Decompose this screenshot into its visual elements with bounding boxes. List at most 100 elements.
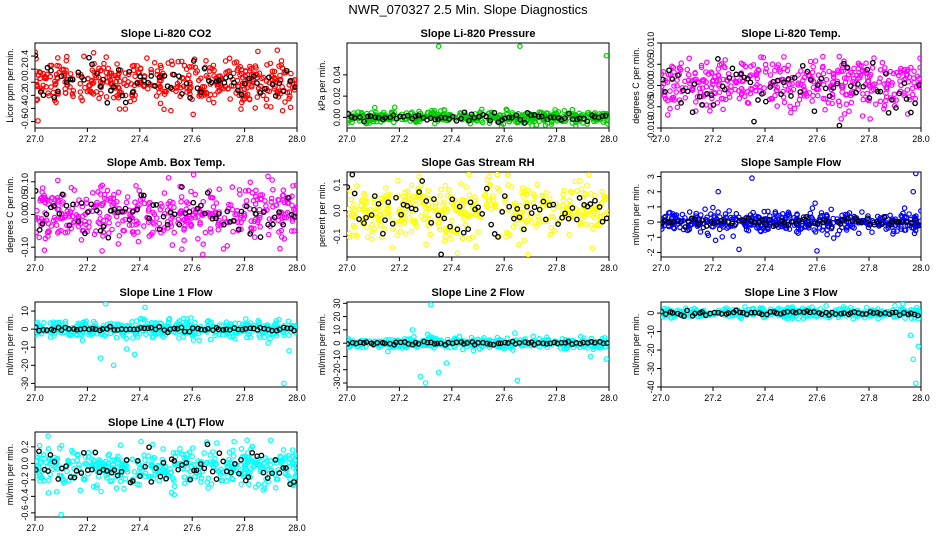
- selected-point: [220, 221, 227, 228]
- x-tick-label: 27.2: [79, 393, 97, 403]
- data-point: [281, 332, 287, 339]
- y-tick-label: 0.2: [20, 441, 30, 454]
- y-tick-label: 0.00: [332, 109, 342, 127]
- selected-point: [689, 109, 696, 116]
- selected-point: [230, 218, 237, 224]
- data-point: [880, 106, 887, 112]
- data-point: [256, 206, 263, 213]
- data-point: [251, 218, 258, 225]
- x-tick-label: 27.6: [808, 134, 826, 144]
- data-point: [74, 332, 80, 339]
- data-point: [375, 217, 382, 224]
- selected-point: [216, 77, 222, 84]
- x-tick-label: 27.4: [131, 134, 149, 144]
- selected-point: [63, 202, 70, 209]
- data-point: [715, 307, 722, 314]
- data-point: [163, 88, 169, 95]
- selected-point: [722, 86, 728, 93]
- data-point: [109, 478, 115, 484]
- data-point: [181, 225, 188, 232]
- data-point: [148, 66, 154, 73]
- data-point: [101, 60, 107, 67]
- data-point: [287, 104, 294, 111]
- data-point: [83, 460, 90, 467]
- data-point: [188, 222, 195, 229]
- selected-point: [361, 118, 367, 125]
- selected-point: [767, 84, 774, 90]
- selected-point: [662, 311, 669, 317]
- selected-point: [715, 56, 721, 62]
- selected-point: [220, 326, 227, 333]
- selected-point: [75, 218, 82, 225]
- data-point: [288, 70, 294, 77]
- data-point: [902, 315, 908, 321]
- selected-point: [495, 234, 501, 240]
- data-point: [802, 224, 808, 230]
- data-point: [64, 53, 70, 60]
- data-point: [715, 209, 721, 215]
- data-point: [763, 66, 770, 72]
- data-point: [686, 55, 693, 62]
- data-point: [109, 226, 115, 233]
- data-point: [452, 206, 459, 213]
- data-point: [156, 89, 162, 96]
- outlier-point: [517, 43, 523, 50]
- data-point: [848, 99, 855, 106]
- data-point: [49, 194, 56, 201]
- data-point: [160, 446, 166, 452]
- selected-point: [588, 338, 595, 345]
- selected-point: [780, 79, 787, 86]
- data-point: [429, 334, 436, 341]
- selected-point: [538, 113, 545, 120]
- selected-point: [156, 226, 163, 233]
- data-point: [189, 453, 195, 460]
- y-tick-label: 0.00: [20, 206, 30, 224]
- data-point: [148, 330, 154, 337]
- selected-point: [179, 184, 185, 190]
- data-point: [230, 83, 237, 89]
- data-point: [839, 212, 845, 219]
- x-tick-label: 28.0: [288, 134, 306, 144]
- data-point: [582, 190, 589, 197]
- data-point: [351, 207, 358, 214]
- data-point: [804, 93, 810, 99]
- data-point: [864, 90, 871, 97]
- data-point: [66, 332, 72, 338]
- x-tick-label: 28.0: [912, 393, 930, 403]
- data-point: [62, 90, 69, 96]
- selected-point: [292, 84, 297, 90]
- data-point: [121, 485, 127, 492]
- x-tick-label: 28.0: [288, 393, 306, 403]
- data-point: [266, 88, 273, 95]
- data-point: [561, 187, 567, 194]
- data-point: [391, 104, 398, 111]
- selected-point: [201, 65, 208, 72]
- data-point: [115, 221, 121, 228]
- selected-point: [584, 118, 591, 125]
- y-tick-label: 30: [332, 298, 342, 308]
- data-point: [45, 90, 51, 96]
- x-tick-label: 27.8: [860, 263, 878, 273]
- data-point: [809, 216, 816, 222]
- data-point: [863, 304, 870, 311]
- selected-point: [371, 193, 378, 199]
- data-point: [841, 58, 847, 65]
- data-point: [730, 233, 737, 240]
- data-point: [736, 78, 742, 84]
- data-point: [397, 343, 404, 349]
- data-point: [390, 226, 396, 233]
- selected-point: [454, 226, 461, 233]
- data-point: [35, 473, 39, 479]
- data-point: [809, 205, 816, 211]
- data-point: [187, 79, 193, 86]
- selected-point: [807, 76, 814, 83]
- data-point: [569, 106, 576, 113]
- data-point: [459, 196, 466, 203]
- data-point: [154, 215, 160, 221]
- data-point: [102, 333, 109, 339]
- data-point: [100, 233, 106, 239]
- data-point: [247, 334, 254, 341]
- data-point: [164, 225, 171, 231]
- selected-point: [63, 79, 70, 86]
- data-point: [157, 206, 164, 213]
